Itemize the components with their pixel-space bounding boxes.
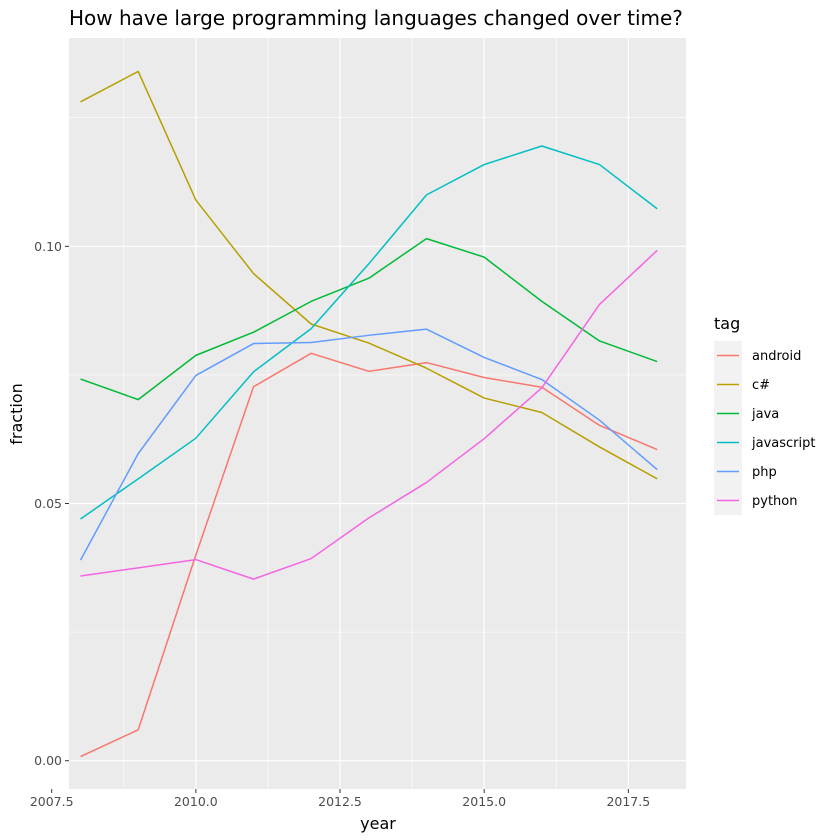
legend-label: c# xyxy=(752,378,770,393)
x-tick-label: 2012.5 xyxy=(318,794,362,809)
x-axis-title: year xyxy=(360,814,396,833)
x-tick-label: 2017.5 xyxy=(606,794,650,809)
legend-item-csharp: c# xyxy=(714,370,770,399)
series-line-javascript xyxy=(80,145,658,520)
legend-item-android: android xyxy=(714,341,801,370)
major-gridlines xyxy=(51,38,686,789)
legend-items: android c# java javascript php python xyxy=(714,341,815,515)
legend-label: python xyxy=(752,494,797,509)
legend: tag android c# java javascript php python xyxy=(714,314,815,515)
y-tick-label: 0.00 xyxy=(34,753,62,768)
legend-title: tag xyxy=(714,314,740,333)
series-line-python xyxy=(80,249,658,580)
legend-item-javascript: javascript xyxy=(714,428,815,457)
legend-label: php xyxy=(752,465,777,480)
minor-gridlines xyxy=(69,38,686,789)
legend-item-python: python xyxy=(714,486,797,515)
x-axis-ticks: 2007.5 2010.0 2012.5 2015.0 2017.5 xyxy=(30,789,650,809)
chart-title: How have large programming languages cha… xyxy=(69,6,683,30)
series-line-android xyxy=(80,352,658,758)
series-line-php xyxy=(79,328,658,561)
y-tick-label: 0.10 xyxy=(34,239,62,254)
x-tick-label: 2010.0 xyxy=(174,794,218,809)
series-line-java xyxy=(80,237,658,401)
y-axis-title: fraction xyxy=(7,383,26,444)
x-tick-label: 2007.5 xyxy=(30,794,74,809)
legend-label: android xyxy=(752,349,801,364)
legend-label: java xyxy=(751,407,779,422)
legend-item-php: php xyxy=(714,457,777,486)
series-lines xyxy=(79,70,658,758)
series-line-csharp xyxy=(80,70,658,480)
legend-label: javascript xyxy=(751,436,815,451)
plot-panel xyxy=(69,38,686,789)
legend-item-java: java xyxy=(714,399,779,428)
x-tick-label: 2015.0 xyxy=(462,794,506,809)
y-axis-ticks: 0.00 0.05 0.10 xyxy=(34,239,69,768)
y-tick-label: 0.05 xyxy=(34,496,62,511)
